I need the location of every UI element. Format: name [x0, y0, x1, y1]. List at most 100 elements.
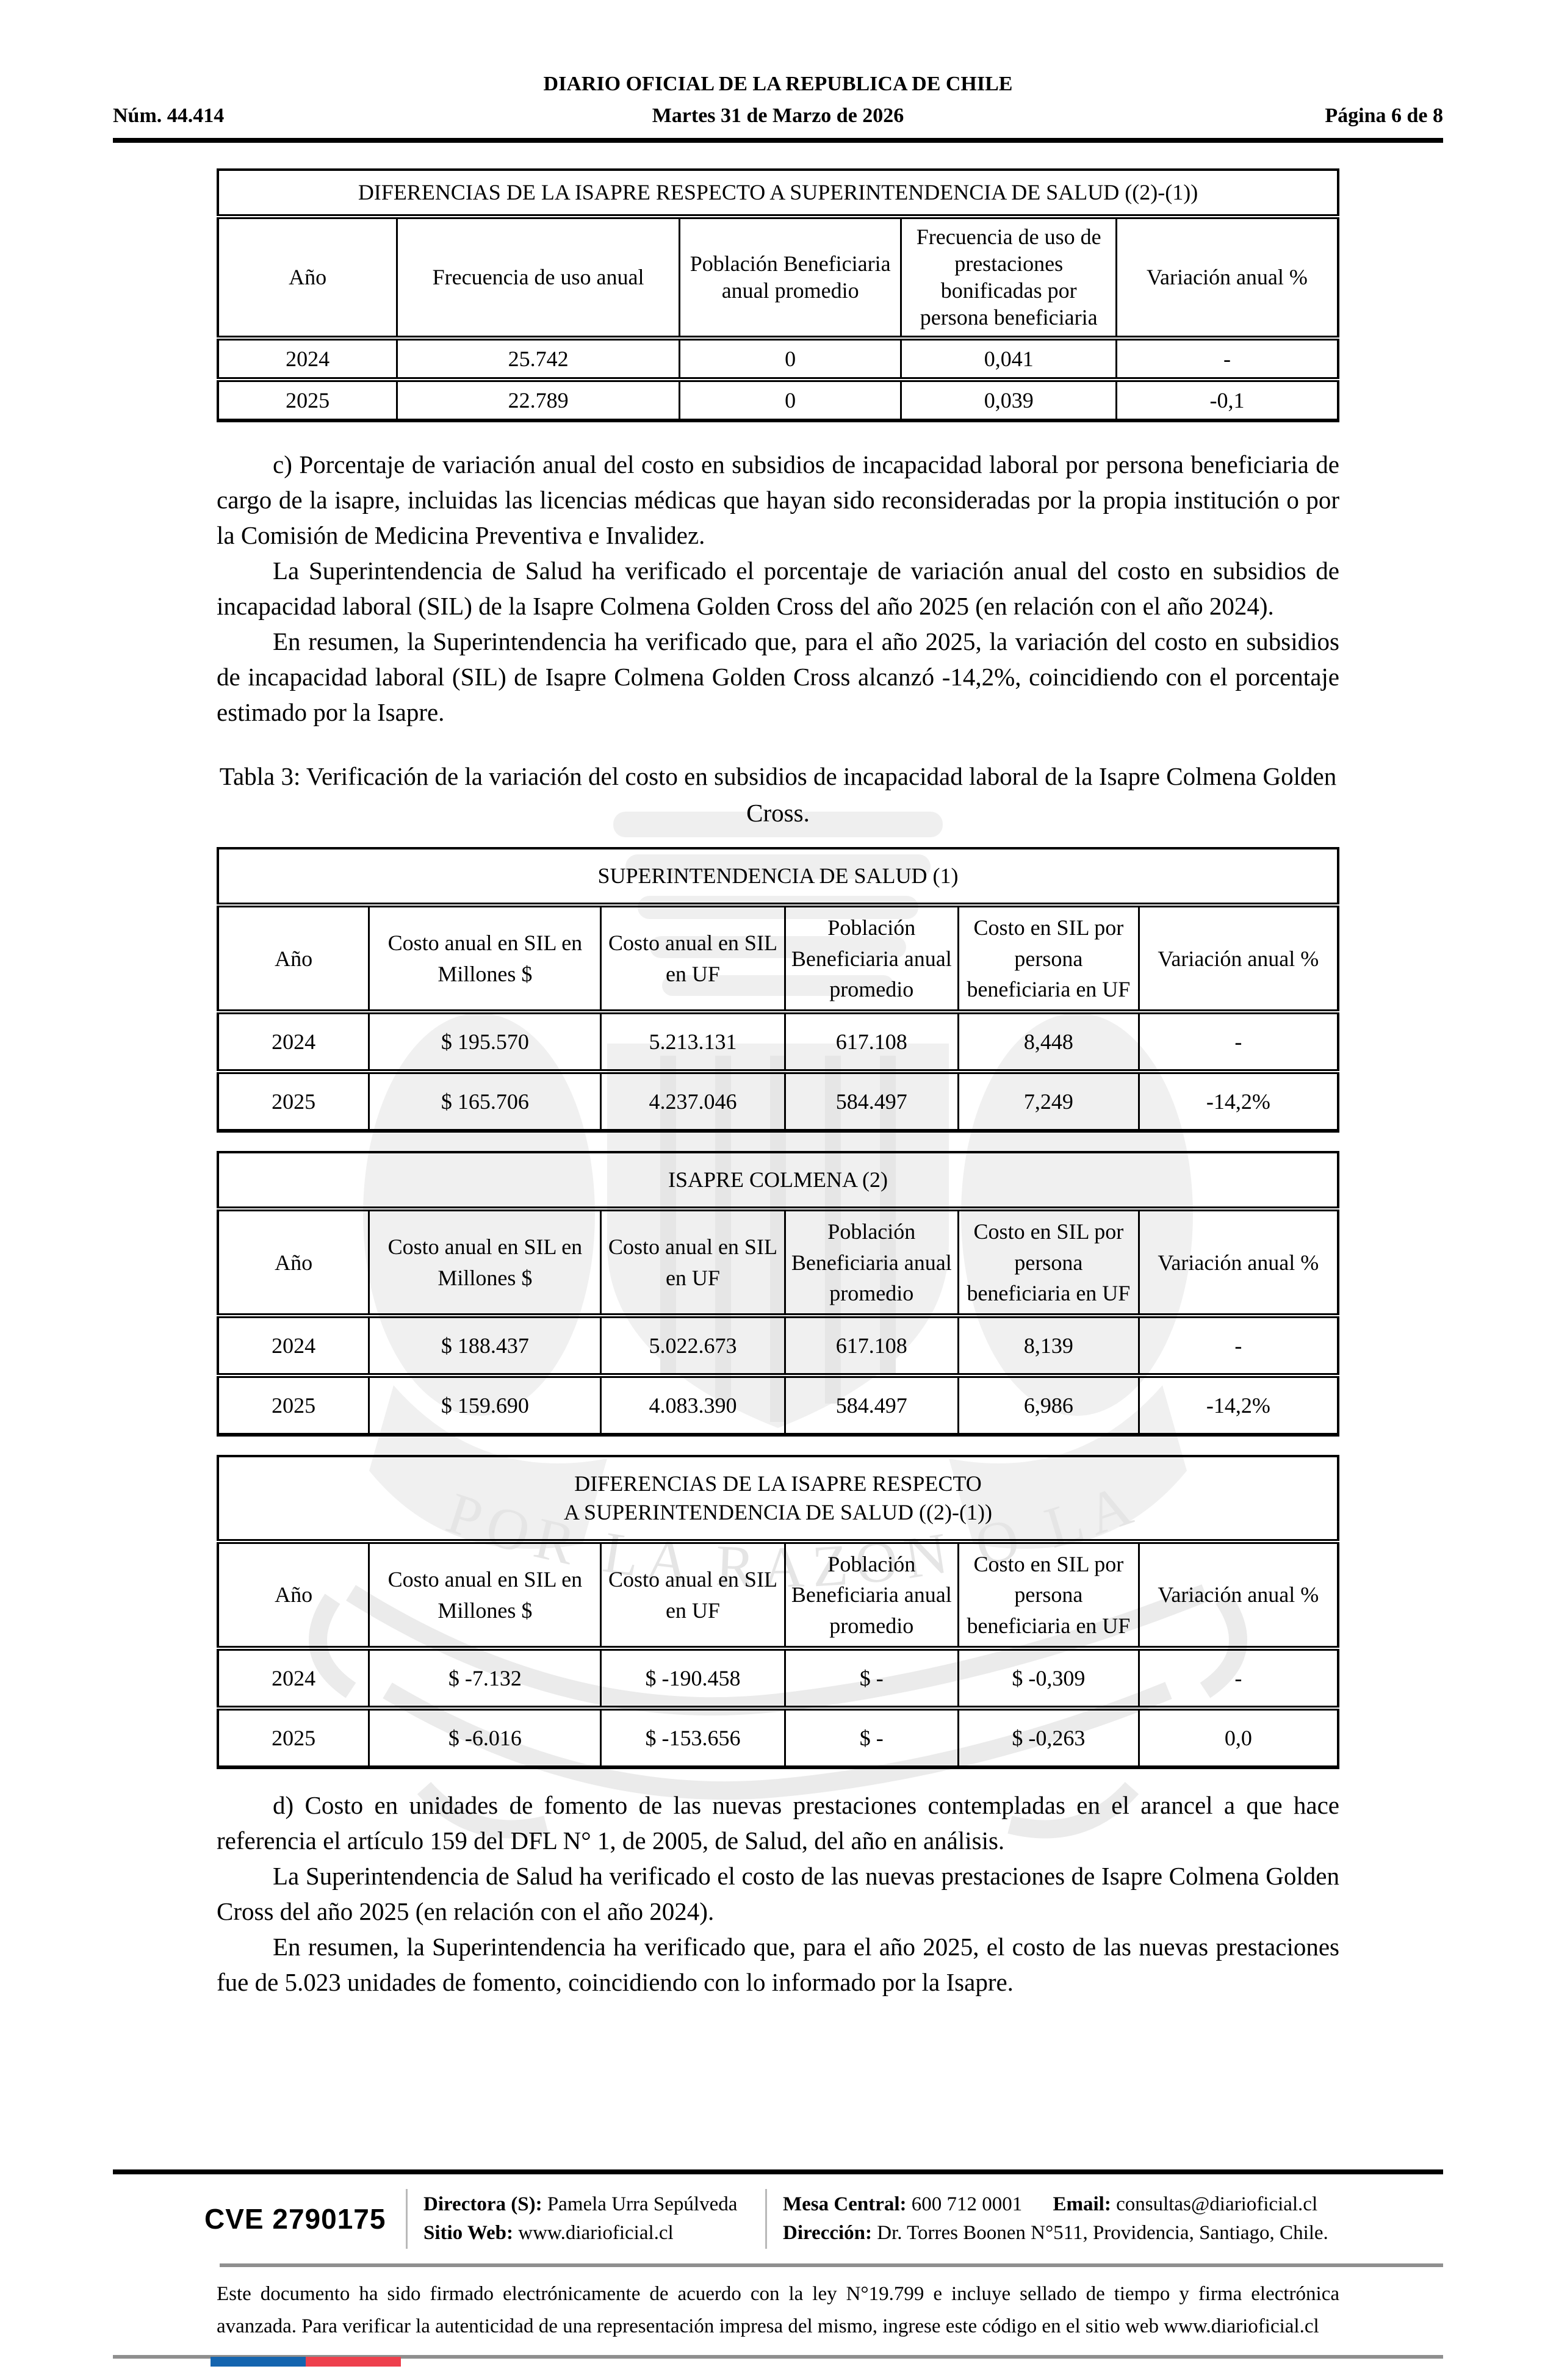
masthead: Núm. 44.414 DIARIO OFICIAL DE LA REPUBLI…	[113, 72, 1443, 128]
masthead-center: DIARIO OFICIAL DE LA REPUBLICA DE CHILE …	[544, 72, 1013, 128]
director-label: Directora (S):	[423, 2193, 542, 2215]
cell: $ -0,263	[957, 1706, 1140, 1769]
cell: 617.108	[783, 1011, 960, 1073]
column-header: Año	[217, 1208, 370, 1319]
column-header: Costo anual en SIL en UF	[600, 1208, 786, 1319]
cell: -0,1	[1115, 377, 1339, 422]
column-header: Costo anual en SIL en Millones $	[368, 904, 602, 1015]
cell: 2024	[217, 1647, 370, 1709]
cell: 4.083.390	[600, 1373, 786, 1436]
cell: 2025	[217, 377, 398, 422]
document-content: DIFERENCIAS DE LA ISAPRE RESPECTO A SUPE…	[217, 168, 1339, 2000]
cell: 4.237.046	[600, 1069, 786, 1132]
column-header: Población Beneficiaria anual promedio	[783, 904, 960, 1015]
cell: $ 165.706	[368, 1069, 602, 1132]
cell: $ -	[783, 1647, 960, 1709]
page-footer: CVE 2790175 Directora (S): Pamela Urra S…	[0, 2169, 1556, 2367]
paragraph: En resumen, la Superintendencia ha verif…	[217, 1933, 1339, 1997]
column-header: Costo en SIL por persona beneficiaria en…	[957, 904, 1140, 1015]
cell: $ 159.690	[368, 1373, 602, 1436]
cell: 22.789	[396, 377, 680, 422]
column-header: Población Beneficiaria anual promedio	[678, 215, 902, 341]
cell: 2025	[217, 1373, 370, 1436]
email-label: Email:	[1053, 2193, 1111, 2215]
cell: 2024	[217, 1011, 370, 1073]
address-label: Dirección:	[783, 2222, 873, 2244]
column-header: Año	[217, 215, 398, 341]
table-row: 2024 $ 188.437 5.022.673 617.108 8,139 -	[217, 1314, 1339, 1377]
column-header: Costo anual en SIL en UF	[600, 1540, 786, 1651]
paragraph: La Superintendencia de Salud ha verifica…	[217, 1862, 1339, 1926]
table-row: 2024 $ -7.132 $ -190.458 $ - $ -0,309 -	[217, 1647, 1339, 1709]
column-header: Frecuencia de uso de prestaciones bonifi…	[900, 215, 1117, 341]
cell: -	[1137, 1647, 1339, 1709]
table-header-row: Año Costo anual en SIL en Millones $ Cos…	[217, 1540, 1339, 1651]
masthead-rule	[113, 138, 1443, 143]
cell: 5.213.131	[600, 1011, 786, 1073]
column-header: Variación anual %	[1137, 904, 1339, 1015]
website-label: Sitio Web:	[423, 2222, 514, 2244]
footer-director-block: Directora (S): Pamela Urra Sepúlveda Sit…	[408, 2189, 765, 2249]
cell: -14,2%	[1137, 1373, 1339, 1436]
address-value: Dr. Torres Boonen N°511, Providencia, Sa…	[877, 2222, 1328, 2244]
table-row: 2025 $ 159.690 4.083.390 584.497 6,986 -…	[217, 1373, 1339, 1436]
column-header: Costo anual en SIL en Millones $	[368, 1208, 602, 1319]
cell: 5.022.673	[600, 1314, 786, 1377]
table-title: SUPERINTENDENCIA DE SALUD (1)	[217, 847, 1339, 908]
superintendencia-table: SUPERINTENDENCIA DE SALUD (1) Año Costo …	[217, 847, 1339, 1133]
footer-divider	[406, 2189, 408, 2249]
cell: 0	[678, 337, 902, 381]
footer-contact-block: Mesa Central: 600 712 0001 Email: consul…	[767, 2189, 1443, 2249]
bottom-rule	[113, 2355, 1443, 2367]
page-indicator: Página 6 de 8	[1325, 104, 1443, 127]
column-header: Población Beneficiaria anual promedio	[783, 1208, 960, 1319]
flag-blue-segment	[211, 2357, 306, 2367]
paragraph: c) Porcentaje de variación anual del cos…	[217, 450, 1339, 550]
column-header: Costo en SIL por persona beneficiaria en…	[957, 1540, 1140, 1651]
cell: 7,249	[957, 1069, 1140, 1132]
cell: 2025	[217, 1706, 370, 1769]
cell: $ -7.132	[368, 1647, 602, 1709]
cell: 25.742	[396, 337, 680, 381]
isapre-colmena-table: ISAPRE COLMENA (2) Año Costo anual en SI…	[217, 1151, 1339, 1437]
table-row: 2024 $ 195.570 5.213.131 617.108 8,448 -	[217, 1011, 1339, 1073]
table-row: 2025 22.789 0 0,039 -0,1	[217, 377, 1339, 422]
chile-flag-mark	[211, 2357, 401, 2367]
cell: 0	[678, 377, 902, 422]
footer-gray-rule	[220, 2263, 1443, 2267]
director-value: Pamela Urra Sepúlveda	[547, 2193, 738, 2215]
paragraph: En resumen, la Superintendencia ha verif…	[217, 627, 1339, 727]
column-header: Costo anual en SIL en UF	[600, 904, 786, 1015]
section-d: d) Costo en unidades de fomento de las n…	[217, 1787, 1339, 2000]
cell: -14,2%	[1137, 1069, 1339, 1132]
column-header: Costo anual en SIL en Millones $	[368, 1540, 602, 1651]
column-header: Población Beneficiaria anual promedio	[783, 1540, 960, 1651]
cve-code: CVE 2790175	[204, 2203, 386, 2235]
email-value: consultas@diarioficial.cl	[1116, 2193, 1318, 2215]
cell: $ 188.437	[368, 1314, 602, 1377]
phone-label: Mesa Central:	[783, 2193, 907, 2215]
cell: 0,039	[900, 377, 1117, 422]
table-row: 2024 25.742 0 0,041 -	[217, 337, 1339, 381]
footer-rule	[113, 2169, 1443, 2174]
table-row: 2025 $ 165.706 4.237.046 584.497 7,249 -…	[217, 1069, 1339, 1132]
tabla3-caption: Tabla 3: Verificación de la variación de…	[219, 762, 1337, 828]
phone-value: 600 712 0001	[911, 2193, 1023, 2215]
table-header-row: Año Costo anual en SIL en Millones $ Cos…	[217, 904, 1339, 1015]
frequency-differences-table: DIFERENCIAS DE LA ISAPRE RESPECTO A SUPE…	[217, 168, 1339, 423]
cell: 0,041	[900, 337, 1117, 381]
cell: 0,0	[1137, 1706, 1339, 1769]
footer-divider	[765, 2189, 767, 2249]
cell: -	[1115, 337, 1339, 381]
cell: 617.108	[783, 1314, 960, 1377]
table-title: DIFERENCIAS DE LA ISAPRE RESPECTO A SUPE…	[217, 1455, 1339, 1544]
legal-notice: Este documento ha sido firmado electróni…	[217, 2283, 1339, 2337]
column-header: Frecuencia de uso anual	[396, 215, 680, 341]
cell: $ -153.656	[600, 1706, 786, 1769]
table-title: DIFERENCIAS DE LA ISAPRE RESPECTO A SUPE…	[217, 168, 1339, 219]
table-header-row: Año Costo anual en SIL en Millones $ Cos…	[217, 1208, 1339, 1319]
cell: -	[1137, 1314, 1339, 1377]
cell: 584.497	[783, 1069, 960, 1132]
cell: 584.497	[783, 1373, 960, 1436]
flag-red-segment	[306, 2357, 401, 2367]
